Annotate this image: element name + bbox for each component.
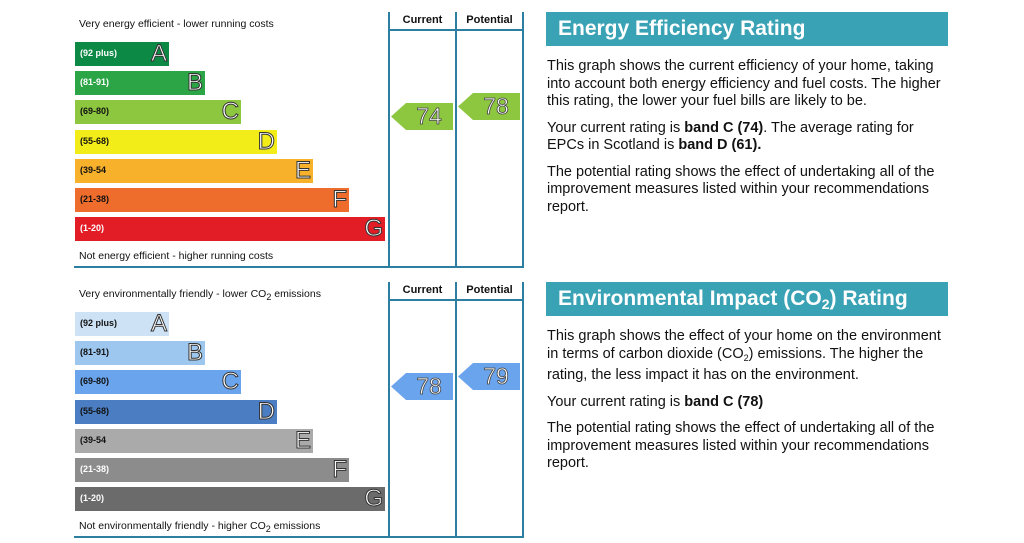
- energy-current-rating-text: Your current rating is band C (74). The …: [547, 119, 914, 154]
- potential-column-header: Potential: [466, 284, 513, 296]
- band-range-label: (21-38): [80, 194, 110, 204]
- chart-divider: [522, 12, 524, 268]
- band-range-label: (92 plus): [80, 318, 118, 328]
- band-range-label: (81-91): [80, 77, 110, 88]
- energy-efficiency-heading: Energy Efficiency Rating: [546, 12, 948, 46]
- rating-band-d: (55-68) D: [75, 397, 277, 425]
- chart-divider: [455, 12, 457, 268]
- band-letter: G: [364, 485, 384, 513]
- rating-band-f: (21-38) F: [75, 186, 349, 213]
- band-range-label: (69-80): [80, 106, 110, 117]
- arrow-shape: [458, 363, 520, 391]
- band-letter: A: [150, 40, 167, 67]
- band-range-label: (1-20): [80, 223, 105, 234]
- rating-band-c: (69-80) C: [75, 368, 241, 396]
- band-letter: G: [364, 215, 384, 243]
- chart-top-caption: Very environmentally friendly - lower CO…: [79, 288, 321, 302]
- environment-potential-text: The potential rating shows the effect of…: [547, 420, 935, 471]
- band-letter: D: [257, 127, 275, 155]
- rating-band-b: (81-91) B: [75, 69, 205, 97]
- band-range-label: (1-20): [80, 493, 105, 504]
- environment-current-rating-text: Your current rating is band C (78): [547, 393, 764, 410]
- energy-efficiency-chart: Very energy efficient - lower running co…: [74, 12, 524, 268]
- band-range-label: (39-54: [80, 434, 107, 445]
- rating-value: 78: [416, 373, 442, 400]
- band-range-label: (69-80): [80, 376, 110, 387]
- band-letter: B: [186, 69, 203, 97]
- chart-divider: [388, 29, 524, 31]
- rating-band-g: (1-20) G: [75, 215, 385, 243]
- band-range-label: (81-91): [80, 347, 110, 358]
- band-letter: F: [332, 186, 348, 213]
- potential-rating-arrow: 78: [458, 93, 520, 121]
- band-range-label: (92 plus): [80, 48, 118, 58]
- chart-divider: [74, 536, 524, 538]
- band-range-label: (39-54: [80, 164, 107, 175]
- potential-rating-arrow: 79: [458, 363, 520, 391]
- rating-band-a: (92 plus) A: [75, 40, 169, 67]
- rating-band-a: (92 plus) A: [75, 310, 169, 337]
- band-letter: E: [294, 426, 311, 454]
- rating-band-e: (39-54 E: [75, 426, 313, 454]
- band-letter: A: [150, 310, 167, 337]
- chart-divider: [388, 299, 524, 301]
- chart-divider: [388, 282, 390, 538]
- band-letter: E: [294, 156, 311, 184]
- environmental-impact-heading: Environmental Impact (CO2) Rating: [546, 282, 948, 316]
- environmental-impact-panel: Environmental Impact (CO2) Rating This g…: [546, 282, 948, 473]
- chart-divider: [455, 282, 457, 538]
- energy-description: This graph shows the current efficiency …: [547, 58, 941, 109]
- rating-band-e: (39-54 E: [75, 156, 313, 184]
- band-letter: C: [221, 368, 239, 396]
- environment-description: This graph shows the effect of your home…: [547, 328, 941, 383]
- rating-band-f: (21-38) F: [75, 456, 349, 483]
- arrow-shape: [391, 103, 453, 131]
- arrow-shape: [391, 373, 453, 401]
- chart-divider: [388, 12, 390, 268]
- rating-value: 79: [483, 363, 509, 390]
- rating-value: 74: [416, 103, 442, 130]
- potential-column-header: Potential: [466, 14, 513, 26]
- chart-bottom-caption: Not energy efficient - higher running co…: [79, 250, 274, 262]
- chart-divider: [522, 282, 524, 538]
- current-column-header: Current: [402, 284, 443, 296]
- rating-value: 78: [483, 93, 509, 120]
- rating-band-d: (55-68) D: [75, 127, 277, 155]
- band-letter: B: [186, 339, 203, 367]
- arrow-shape: [458, 93, 520, 121]
- environmental-impact-chart: Very environmentally friendly - lower CO…: [74, 282, 524, 538]
- band-letter: D: [257, 397, 275, 425]
- current-rating-arrow: 78: [391, 373, 453, 401]
- band-range-label: (55-68): [80, 405, 110, 416]
- band-letter: F: [332, 456, 348, 483]
- rating-band-g: (1-20) G: [75, 485, 385, 513]
- rating-band-c: (69-80) C: [75, 98, 241, 126]
- band-letter: C: [221, 98, 239, 126]
- rating-band-b: (81-91) B: [75, 339, 205, 367]
- current-column-header: Current: [402, 14, 443, 26]
- energy-efficiency-panel: Energy Efficiency Rating This graph show…: [546, 12, 948, 216]
- current-rating-arrow: 74: [391, 103, 453, 131]
- chart-top-caption: Very energy efficient - lower running co…: [79, 18, 274, 30]
- band-range-label: (55-68): [80, 135, 110, 146]
- chart-bottom-caption: Not environmentally friendly - higher CO…: [79, 520, 321, 534]
- band-range-label: (21-38): [80, 464, 110, 474]
- energy-potential-text: The potential rating shows the effect of…: [547, 163, 935, 215]
- chart-divider: [74, 266, 524, 268]
